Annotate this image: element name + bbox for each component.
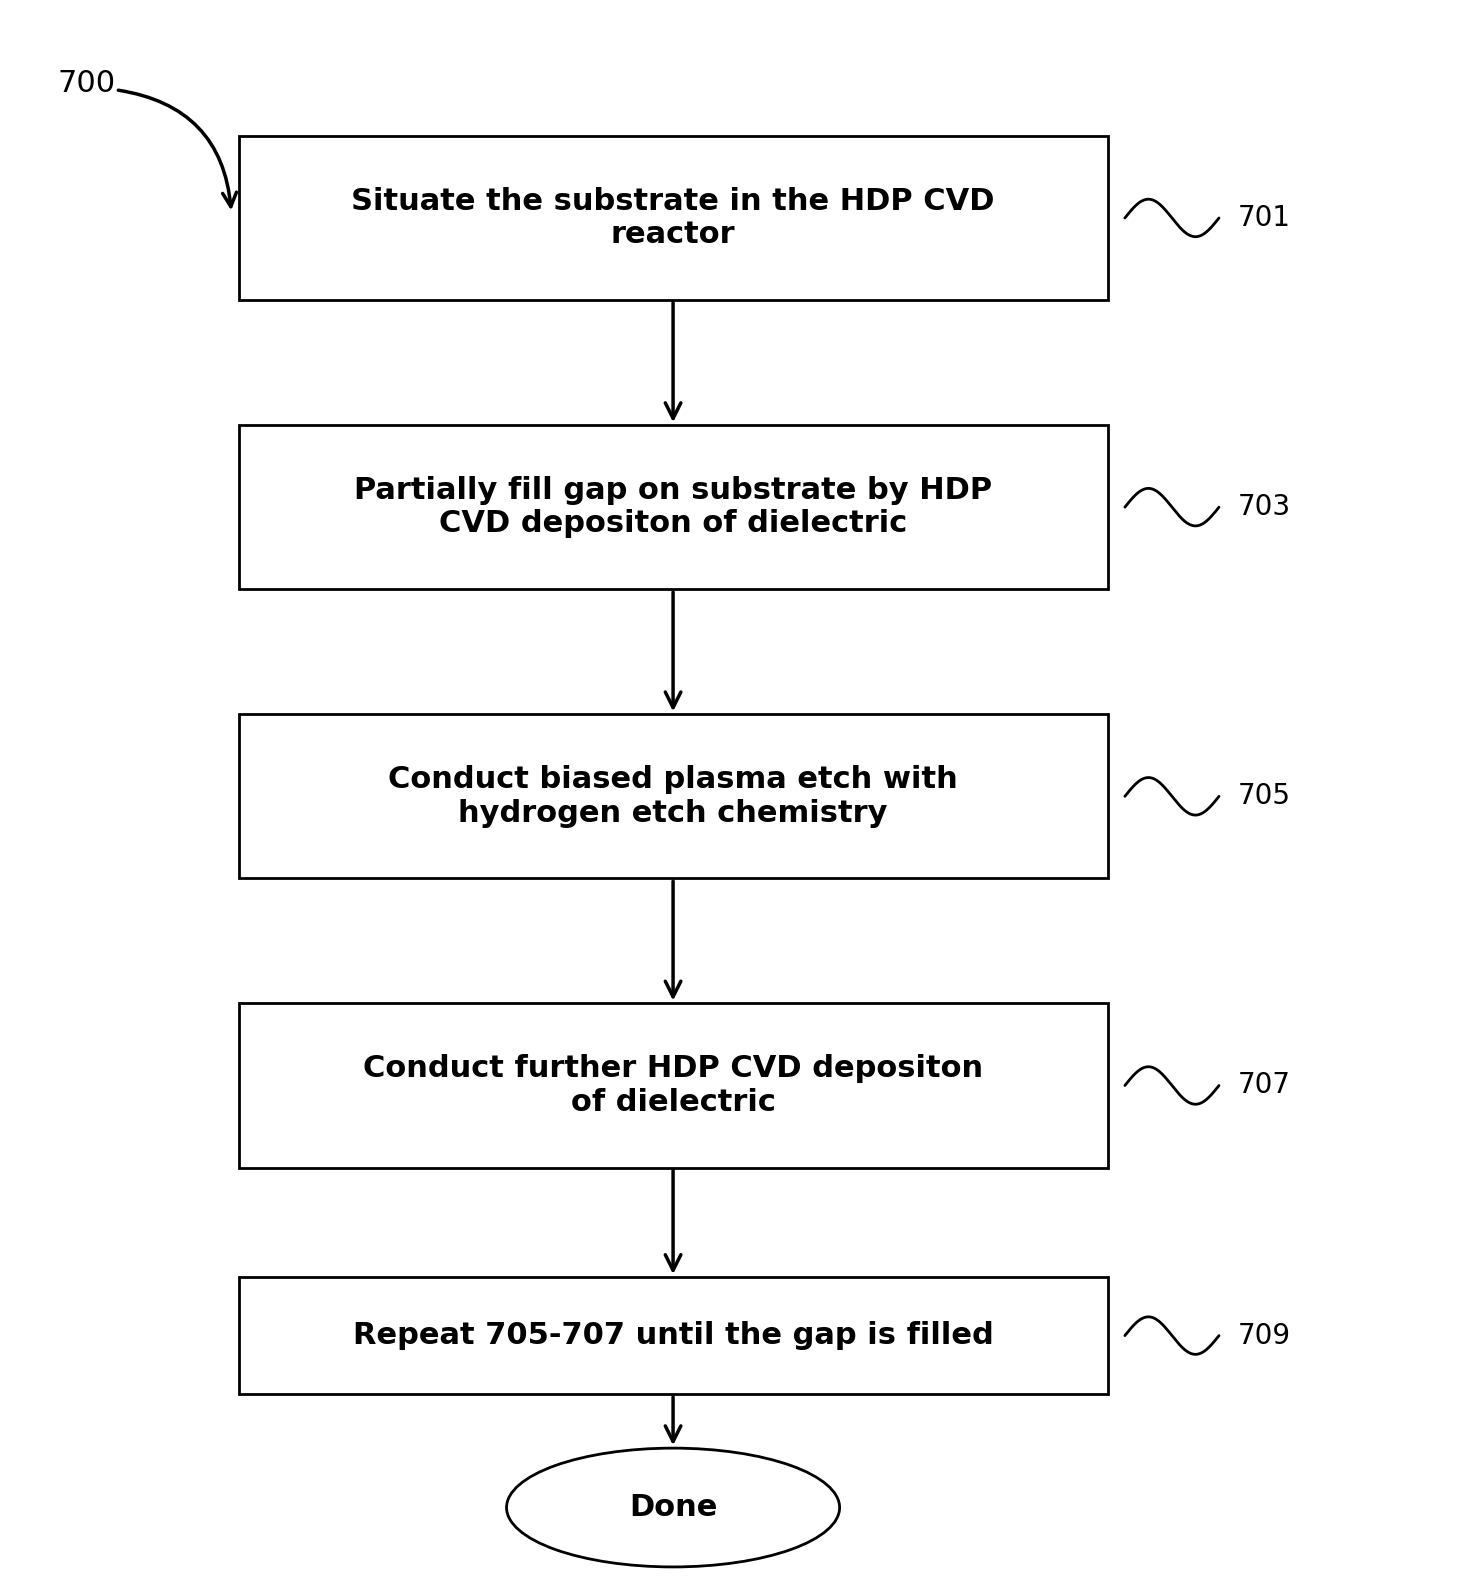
Text: Partially fill gap on substrate by HDP
CVD depositon of dielectric: Partially fill gap on substrate by HDP C… bbox=[354, 476, 993, 538]
Ellipse shape bbox=[506, 1448, 839, 1568]
Text: Conduct further HDP CVD depositon
of dielectric: Conduct further HDP CVD depositon of die… bbox=[363, 1053, 982, 1117]
Text: Situate the substrate in the HDP CVD
reactor: Situate the substrate in the HDP CVD rea… bbox=[351, 186, 994, 249]
Text: Done: Done bbox=[629, 1493, 718, 1522]
FancyBboxPatch shape bbox=[238, 714, 1108, 878]
Text: Conduct biased plasma etch with
hydrogen etch chemistry: Conduct biased plasma etch with hydrogen… bbox=[389, 765, 958, 828]
Text: 700: 700 bbox=[57, 69, 115, 98]
Text: 705: 705 bbox=[1238, 782, 1291, 811]
FancyBboxPatch shape bbox=[238, 1003, 1108, 1167]
FancyBboxPatch shape bbox=[238, 426, 1108, 590]
FancyBboxPatch shape bbox=[238, 136, 1108, 300]
Text: Repeat 705-707 until the gap is filled: Repeat 705-707 until the gap is filled bbox=[352, 1322, 994, 1350]
Text: 703: 703 bbox=[1238, 494, 1291, 520]
Text: 701: 701 bbox=[1238, 203, 1291, 232]
Text: 707: 707 bbox=[1238, 1071, 1291, 1099]
FancyBboxPatch shape bbox=[238, 1277, 1108, 1394]
Text: 709: 709 bbox=[1238, 1322, 1291, 1350]
